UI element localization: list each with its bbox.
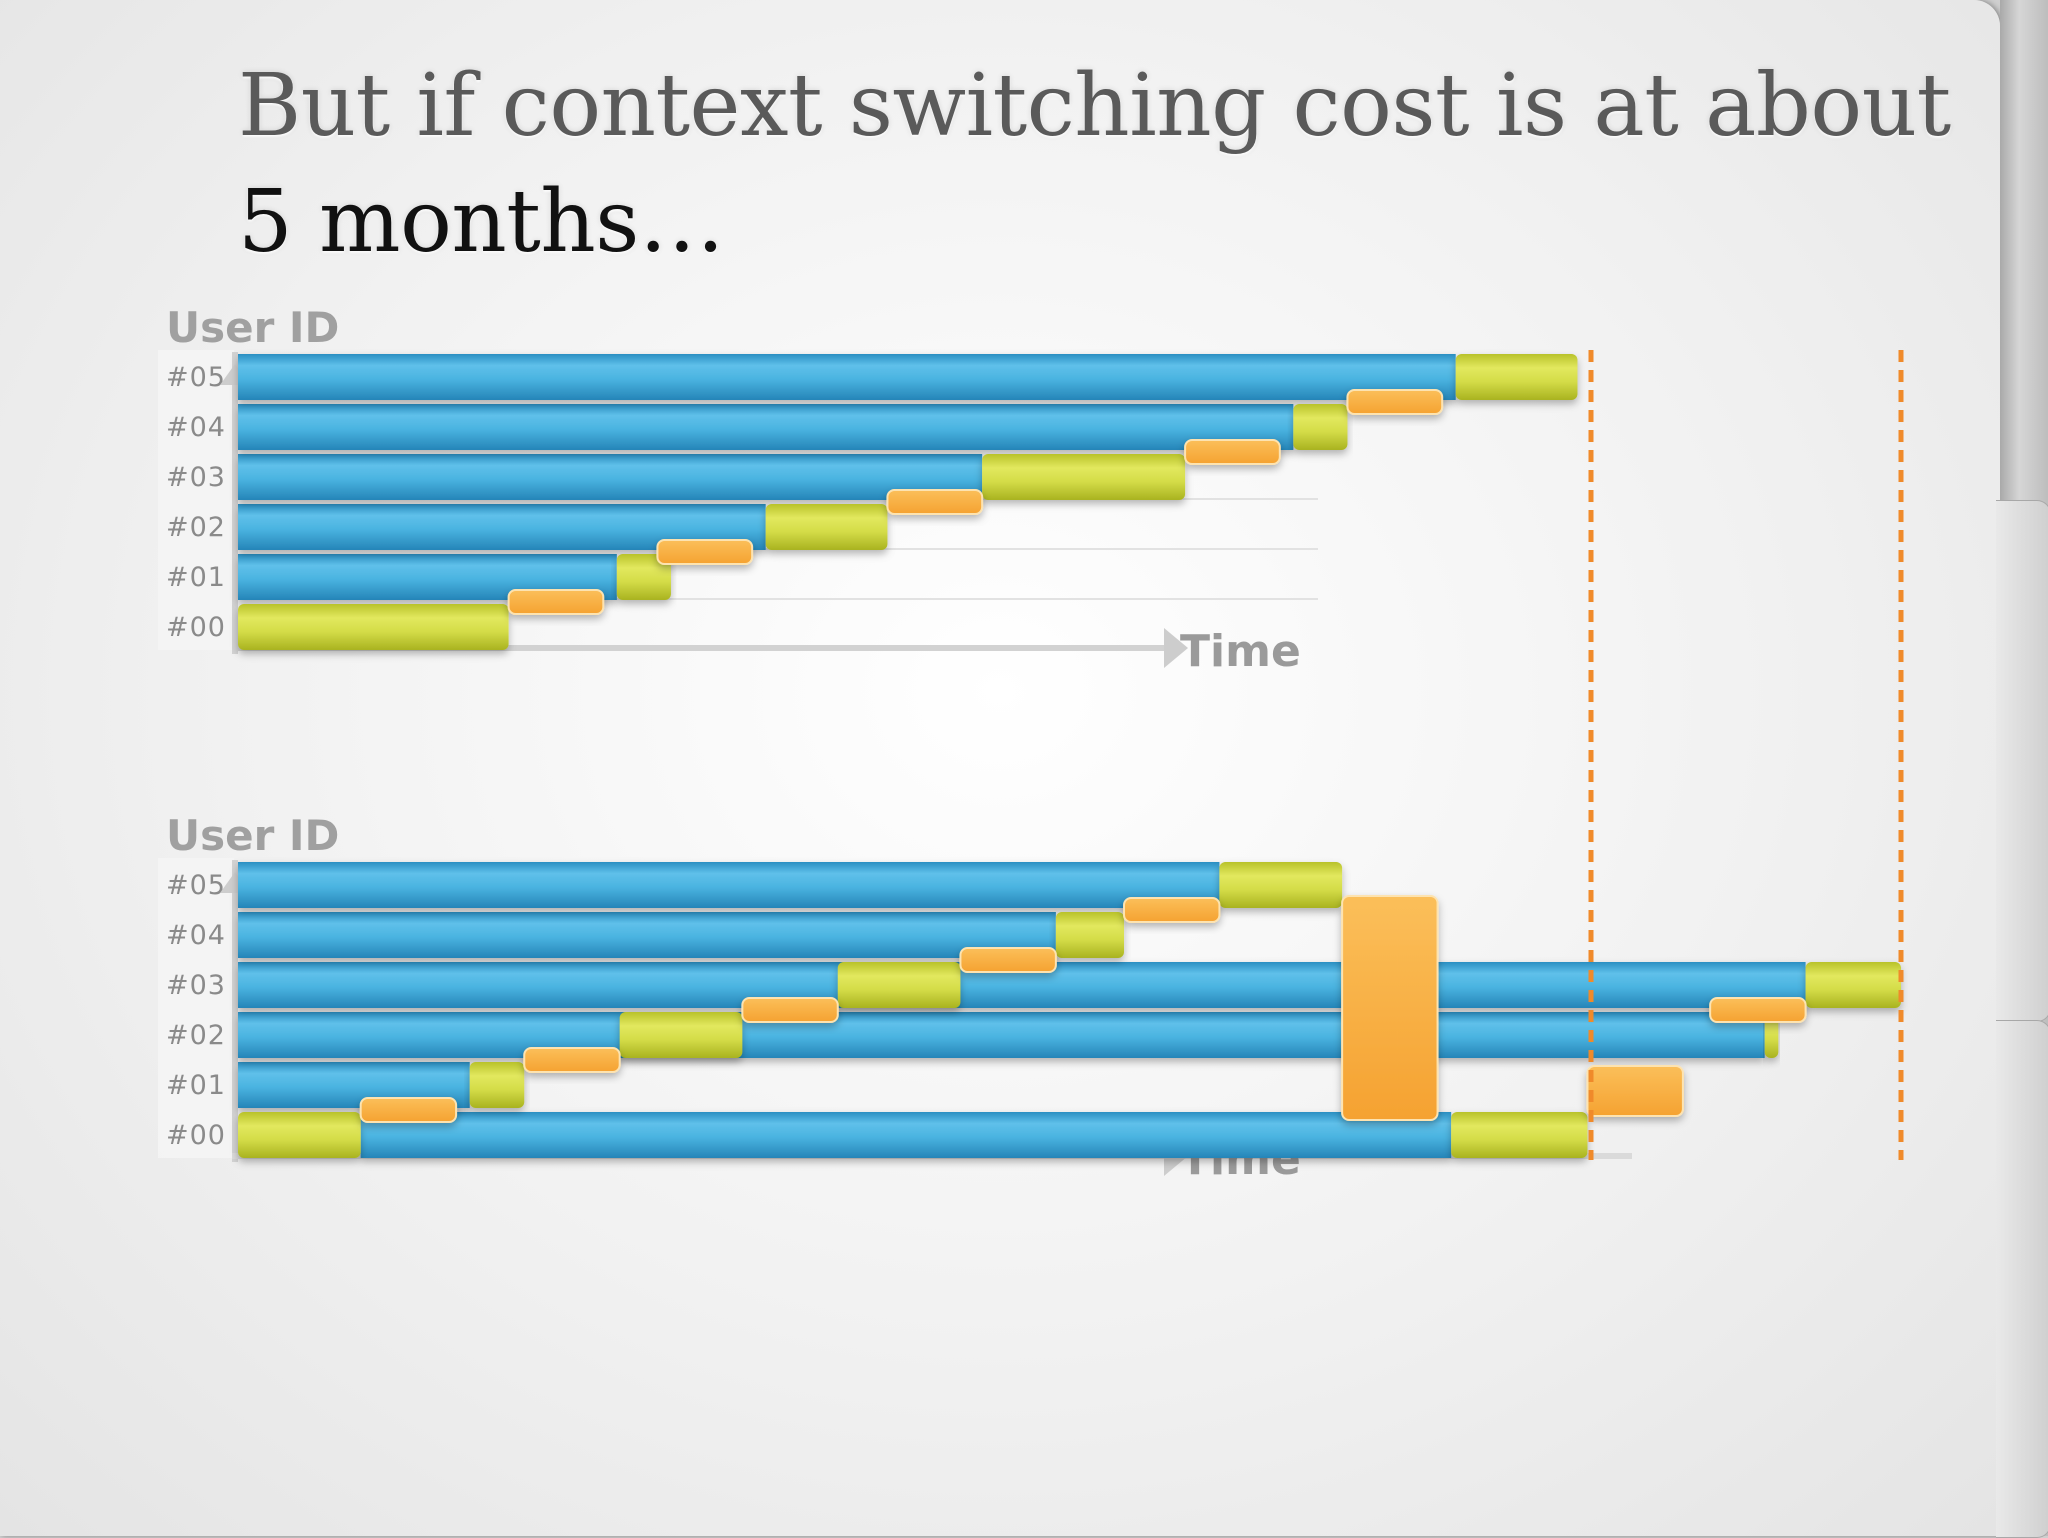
y-tick-02: #02 [166, 512, 226, 543]
context-switch-bar [959, 947, 1057, 973]
y-tick-03: #03 [166, 462, 226, 493]
task-bar-03 [837, 962, 961, 1008]
y-tick-band [158, 858, 234, 1158]
diagram-top: User ID #00 #01 #02 #03 #04 #05 Time [158, 303, 1578, 677]
task-bar-00 [238, 604, 509, 650]
y-tick-05: #05 [166, 362, 226, 393]
y-tick-04: #04 [166, 920, 226, 951]
page-tab-lower [1996, 1020, 2048, 1538]
waiting-bar-00 [360, 1112, 1452, 1158]
context-switch-bar [656, 539, 754, 565]
task-bar-00 [238, 1112, 361, 1158]
task-bar-01 [616, 554, 671, 600]
context-switch-bar [886, 489, 984, 515]
y-tick-00: #00 [166, 1120, 226, 1151]
y-tick-05: #05 [166, 870, 226, 901]
y-axis [232, 352, 238, 654]
chart-bars [238, 862, 1901, 1158]
slide-title: But if context switching cost is at abou… [238, 48, 1951, 280]
context-switch-bar [1123, 897, 1221, 923]
context-switch-bar [741, 997, 839, 1023]
context-switch-bar [1709, 997, 1807, 1023]
task-bar-02 [619, 1012, 743, 1058]
context-switch-bar [1341, 895, 1439, 1121]
y-tick-labels: #00 #01 #02 #03 #04 #05 [166, 870, 226, 1151]
y-tick-03: #03 [166, 970, 226, 1001]
task-bar-05 [1219, 862, 1343, 908]
task-bar-05 [1455, 354, 1578, 400]
context-switch-bar [507, 589, 605, 615]
task-bar-02 [765, 504, 888, 550]
waiting-bar-04 [238, 404, 1294, 450]
task-bar-04 [1293, 404, 1348, 450]
title-line-1: But if context switching cost is at abou… [238, 56, 1951, 156]
context-switch-bar [1346, 389, 1444, 415]
y-tick-labels: #00 #01 #02 #03 #04 #05 [166, 362, 226, 643]
diagram-bottom: User ID #00#01#02#03#04#05 Time [158, 811, 1901, 1185]
context-switch-bar [523, 1047, 621, 1073]
y-tick-01: #01 [166, 562, 226, 593]
context-switch-bar [359, 1097, 458, 1123]
waiting-bar-05 [238, 354, 1456, 400]
context-switch-bar [1184, 439, 1281, 465]
slide-page [0, 0, 2000, 1536]
waiting-bar-05 [238, 862, 1220, 908]
y-tick-01: #01 [166, 1070, 226, 1101]
waiting-bar-02 [238, 1012, 1765, 1058]
task-bar-02 [1764, 1012, 1779, 1058]
y-axis-label: User ID [166, 303, 339, 352]
waiting-bar-03 [238, 454, 983, 500]
context-switch-bar [1586, 1065, 1684, 1117]
task-bar-01 [469, 1062, 525, 1108]
y-tick-band [158, 350, 234, 650]
task-bar-03 [982, 454, 1186, 500]
y-axis-label: User ID [166, 811, 339, 860]
y-axis [232, 860, 238, 1162]
x-axis [232, 645, 1172, 651]
task-bar-04 [1055, 912, 1125, 958]
page-tab-upper [1996, 500, 2048, 1022]
task-bar-00 [1451, 1112, 1588, 1158]
chart-bars [238, 354, 1578, 650]
x-axis-arrowhead [1164, 628, 1188, 668]
x-axis-label: Time [1180, 626, 1301, 677]
task-bar-03 [1805, 962, 1901, 1008]
title-line-2: 5 months… [238, 172, 725, 272]
y-tick-04: #04 [166, 412, 226, 443]
y-tick-00: #00 [166, 612, 226, 643]
y-tick-02: #02 [166, 1020, 226, 1051]
waiting-bar-04 [238, 912, 1056, 958]
